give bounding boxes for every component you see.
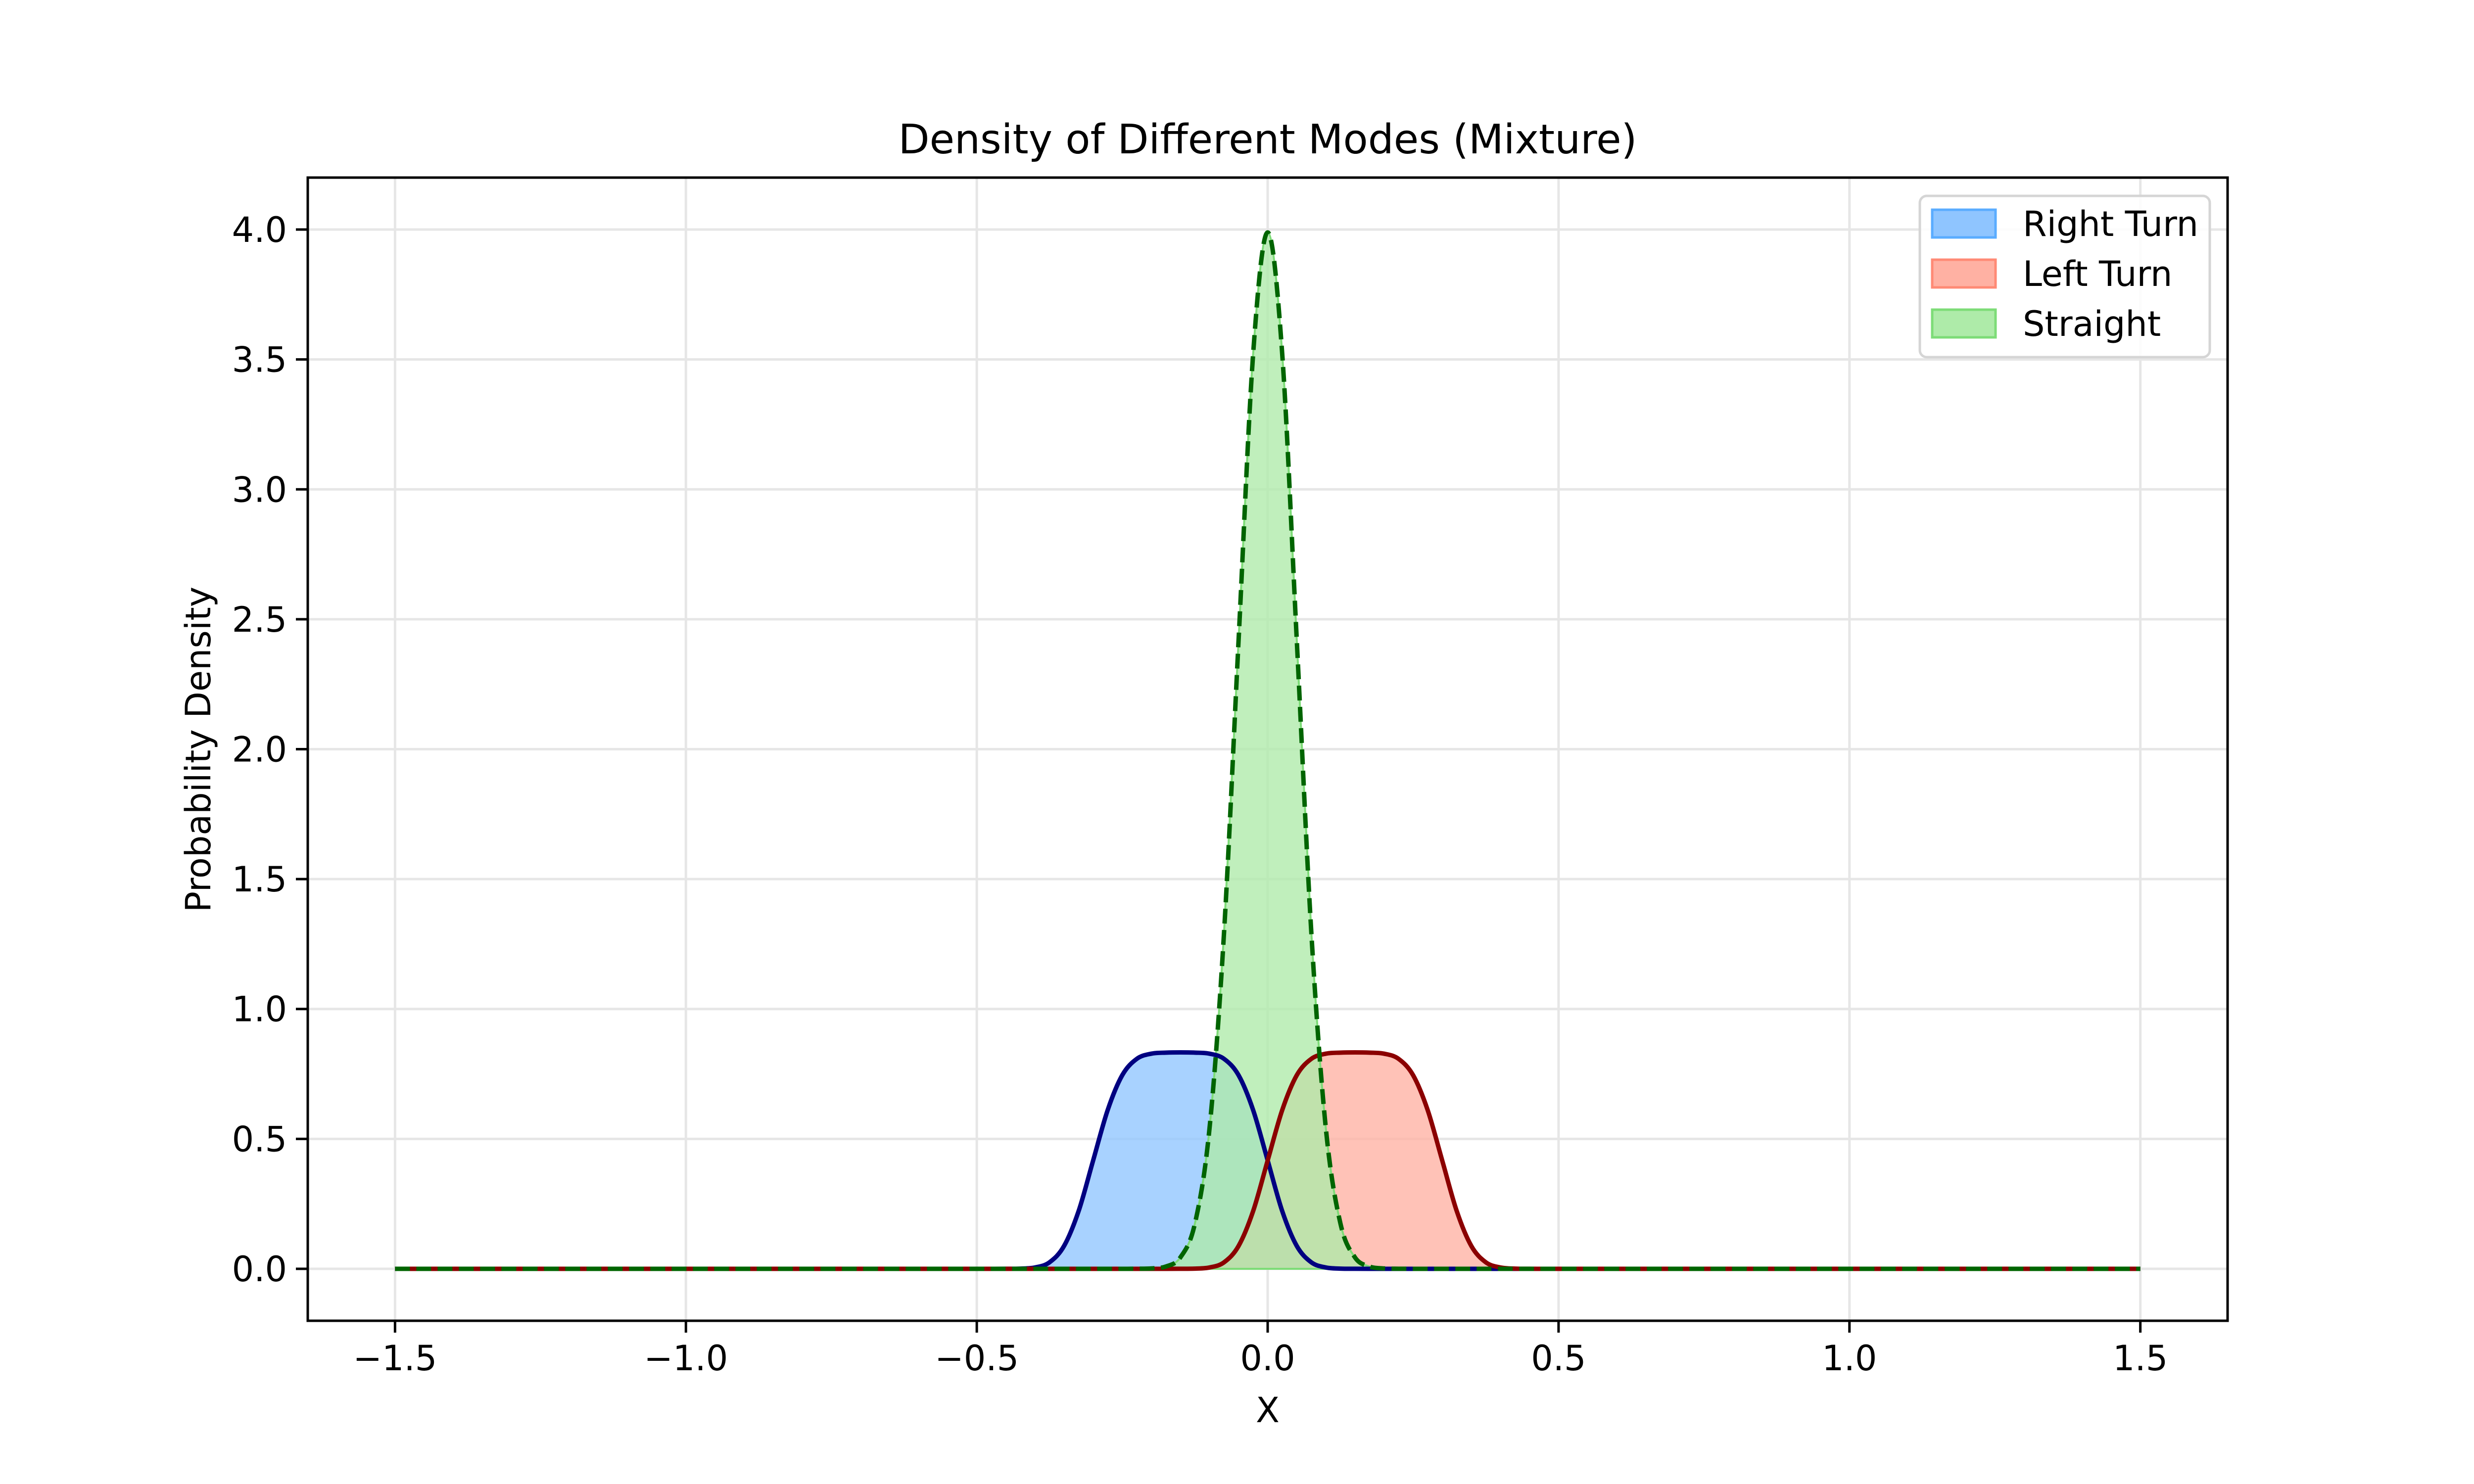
x-tick-label: −1.0	[644, 1338, 728, 1379]
right-turn-legend-label: Right Turn	[2023, 204, 2198, 244]
right-turn-line	[395, 1050, 2141, 1271]
y-tick-label: 0.0	[232, 1249, 287, 1290]
y-tick-label: 4.0	[232, 210, 287, 250]
x-axis-ticks: −1.5 −1.0 −0.5 0.0 0.5 1.0 1.5	[353, 1321, 2168, 1379]
y-tick-label: 2.5	[232, 600, 287, 640]
x-tick-label: 0.0	[1240, 1338, 1295, 1379]
y-axis-ticks: 0.0 0.5 1.0 1.5 2.0 2.5 3.0 3.5 4.0	[232, 210, 308, 1290]
x-tick-label: −1.5	[353, 1338, 437, 1379]
y-tick-label: 0.5	[232, 1119, 287, 1159]
y-axis-label: Probability Density	[178, 587, 219, 912]
legend: Right Turn Left Turn Straight	[1918, 194, 2211, 359]
left-turn-legend-swatch	[1931, 258, 1997, 289]
chart-title: Density of Different Modes (Mixture)	[898, 116, 1637, 163]
y-tick-label: 1.0	[232, 989, 287, 1030]
right-turn-legend-swatch	[1931, 208, 1997, 239]
x-axis-label: X	[1256, 1390, 1280, 1431]
left-turn-legend-label: Left Turn	[2023, 254, 2172, 294]
x-tick-label: 1.5	[2113, 1338, 2168, 1379]
straight-legend-swatch	[1931, 308, 1997, 339]
straight-line	[395, 230, 2141, 1271]
y-tick-label: 1.5	[232, 859, 287, 900]
straight-legend-label: Straight	[2023, 304, 2161, 344]
y-tick-label: 2.0	[232, 730, 287, 770]
y-tick-label: 3.0	[232, 469, 287, 510]
x-tick-label: 1.0	[1822, 1338, 1877, 1379]
x-tick-label: −0.5	[935, 1338, 1019, 1379]
x-tick-label: 0.5	[1531, 1338, 1586, 1379]
y-tick-label: 3.5	[232, 340, 287, 380]
density-lines	[395, 230, 2141, 1271]
